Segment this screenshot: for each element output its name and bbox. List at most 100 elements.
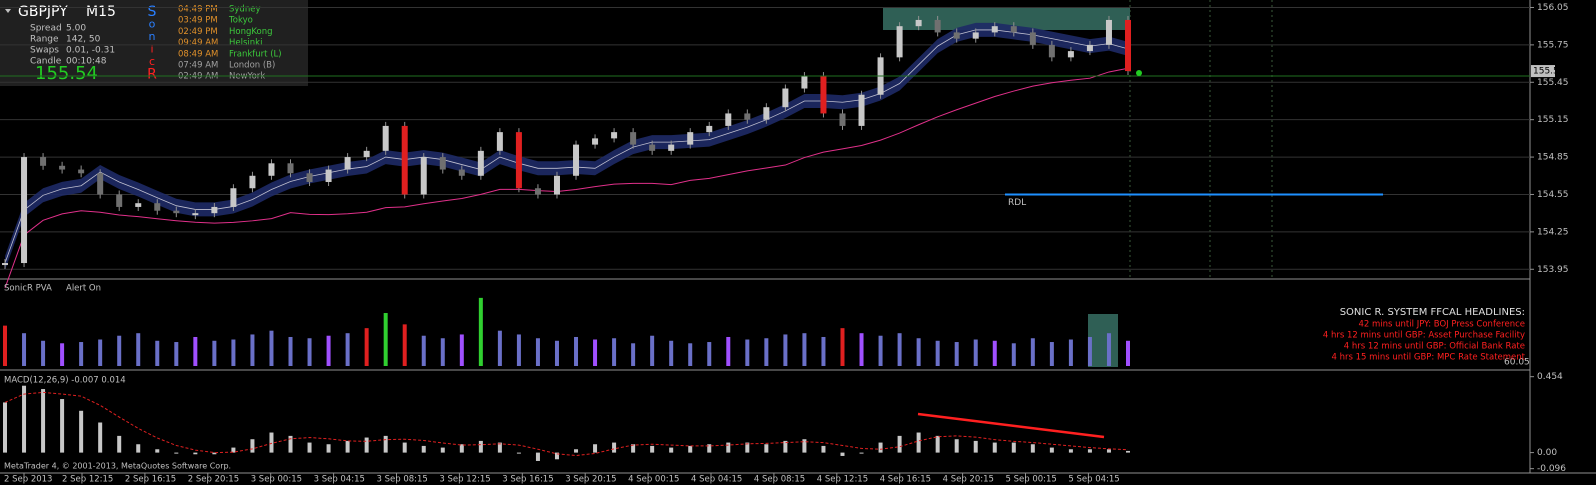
macd-bar bbox=[574, 449, 579, 453]
info-value: 142, 50 bbox=[66, 35, 101, 45]
bid-price: 155.54 bbox=[35, 63, 98, 84]
price-dot bbox=[1136, 70, 1142, 77]
candle bbox=[744, 113, 751, 120]
macd-bar bbox=[383, 435, 388, 453]
volume-bar bbox=[726, 336, 731, 366]
price-tick-label: 155.75 bbox=[1537, 40, 1569, 50]
candle bbox=[496, 132, 503, 151]
price-tick-label: 155.45 bbox=[1537, 78, 1569, 88]
candle bbox=[135, 203, 142, 207]
time-label: 2 Sep 12:15 bbox=[62, 475, 113, 485]
sonic-letter: S bbox=[148, 4, 157, 20]
time-label: 4 Sep 20:15 bbox=[943, 475, 994, 485]
macd-bar bbox=[859, 452, 864, 454]
macd-bar bbox=[878, 442, 883, 453]
macd-bar bbox=[935, 435, 940, 453]
volume-bar bbox=[650, 335, 655, 366]
price-label-bg bbox=[1531, 65, 1555, 78]
sonic-letter: i bbox=[150, 43, 153, 56]
volume-bar bbox=[1049, 342, 1054, 366]
macd-bar bbox=[155, 449, 160, 453]
ma-line bbox=[4, 29, 1129, 264]
macd-bar bbox=[783, 440, 788, 453]
volume-bar bbox=[79, 342, 84, 366]
candle bbox=[820, 76, 827, 114]
macd-bar bbox=[1030, 444, 1035, 453]
volume-bar bbox=[41, 340, 46, 366]
macd-bar bbox=[269, 432, 274, 453]
volume-bar bbox=[60, 343, 65, 366]
headline: 4 hrs 12 mins until GBP: Asset Purchase … bbox=[1323, 331, 1525, 341]
candle bbox=[706, 125, 713, 133]
headline: 4 hrs 12 mins until GBP: Official Bank R… bbox=[1344, 342, 1525, 352]
candle bbox=[344, 157, 351, 170]
session-name: Tokyo bbox=[228, 16, 253, 26]
macd-bar bbox=[650, 445, 655, 453]
candle bbox=[1010, 26, 1017, 33]
candle bbox=[458, 169, 465, 176]
macd-bar bbox=[707, 444, 712, 453]
candle bbox=[630, 132, 637, 145]
price-tick-label: 153.95 bbox=[1537, 265, 1569, 275]
macd-bar bbox=[954, 439, 959, 453]
session-name: Sydney bbox=[229, 5, 260, 15]
macd-bar bbox=[98, 422, 103, 453]
session-time: 04:49 PM bbox=[178, 5, 218, 15]
candle bbox=[249, 175, 256, 189]
candle bbox=[1086, 44, 1093, 52]
volume-bar bbox=[897, 333, 902, 366]
candle bbox=[230, 188, 237, 207]
slow-ma bbox=[4, 67, 1129, 289]
macd-bar bbox=[554, 452, 559, 460]
candle bbox=[915, 19, 922, 27]
candle bbox=[858, 94, 865, 126]
time-label: 5 Sep 00:15 bbox=[1006, 475, 1057, 485]
candle bbox=[515, 132, 522, 189]
candle bbox=[268, 163, 275, 176]
volume-bar bbox=[421, 335, 426, 366]
candle bbox=[1125, 19, 1131, 72]
candle bbox=[1105, 19, 1112, 45]
macd-tick-label: -0.096 bbox=[1537, 464, 1566, 474]
volume-bar bbox=[269, 330, 274, 366]
macd-bar bbox=[440, 447, 445, 453]
candle bbox=[211, 206, 218, 214]
panel-status: Alert On bbox=[66, 284, 101, 294]
candle bbox=[991, 26, 998, 33]
macd-bar bbox=[612, 442, 617, 453]
candle bbox=[78, 169, 85, 174]
menu-arrow[interactable] bbox=[5, 9, 11, 13]
volume-bar bbox=[155, 340, 160, 366]
session-time: 03:49 PM bbox=[178, 16, 218, 26]
macd-bar bbox=[1087, 449, 1092, 453]
time-label: 2 Sep 16:15 bbox=[125, 475, 176, 485]
volume-bar bbox=[440, 338, 445, 366]
macd-bar bbox=[1068, 449, 1073, 453]
session-time: 02:49 AM bbox=[178, 72, 218, 82]
candle bbox=[896, 26, 903, 58]
candle bbox=[1029, 32, 1036, 45]
macd-bar bbox=[136, 444, 141, 453]
headline: 4 hrs 15 mins until GBP: MPC Rate Statem… bbox=[1332, 353, 1526, 363]
info-value: 00:10:48 bbox=[66, 57, 107, 67]
macd-bar bbox=[516, 452, 521, 454]
volume-bar bbox=[612, 338, 617, 366]
volume-bar bbox=[193, 336, 198, 366]
zone-box bbox=[1088, 314, 1118, 367]
volume-bar bbox=[326, 335, 331, 366]
macd-bar bbox=[60, 399, 65, 453]
volume-bar bbox=[992, 340, 997, 366]
volume-bar bbox=[136, 333, 141, 366]
session-name: HongKong bbox=[229, 27, 273, 37]
symbol: GBPJPY bbox=[18, 4, 68, 20]
macd-bar bbox=[1126, 450, 1130, 453]
macd-bar bbox=[288, 435, 293, 453]
volume-bar bbox=[1106, 333, 1111, 366]
volume-bar bbox=[973, 339, 978, 366]
candle bbox=[401, 125, 408, 195]
macd-bar bbox=[326, 444, 331, 453]
candle bbox=[687, 132, 694, 145]
candle bbox=[192, 213, 199, 216]
macd-bar bbox=[973, 440, 978, 453]
